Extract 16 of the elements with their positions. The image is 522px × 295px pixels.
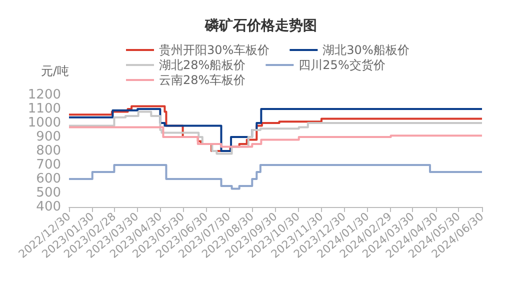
y-tick-label: 500 xyxy=(36,186,61,200)
legend-label: 湖北30%船板价 xyxy=(322,43,410,57)
y-tick-label: 800 xyxy=(36,144,61,158)
legend-label: 四川25%交货价 xyxy=(298,58,386,72)
chart-title: 磷矿石价格走势图 xyxy=(204,17,317,34)
y-tick-label: 1200 xyxy=(28,88,61,102)
y-tick-label: 1000 xyxy=(28,116,61,130)
legend-label: 云南28%车板价 xyxy=(159,73,246,87)
y-tick-label: 700 xyxy=(36,158,61,172)
y-axis-title: 元/吨 xyxy=(40,64,69,78)
y-tick-label: 400 xyxy=(36,200,61,214)
y-tick-label: 600 xyxy=(36,172,61,186)
legend-label: 贵州开阳30%车板价 xyxy=(159,43,270,57)
legend-label: 湖北28%船板价 xyxy=(159,58,246,72)
y-tick-label: 900 xyxy=(36,130,61,144)
y-tick-label: 1100 xyxy=(28,102,61,116)
